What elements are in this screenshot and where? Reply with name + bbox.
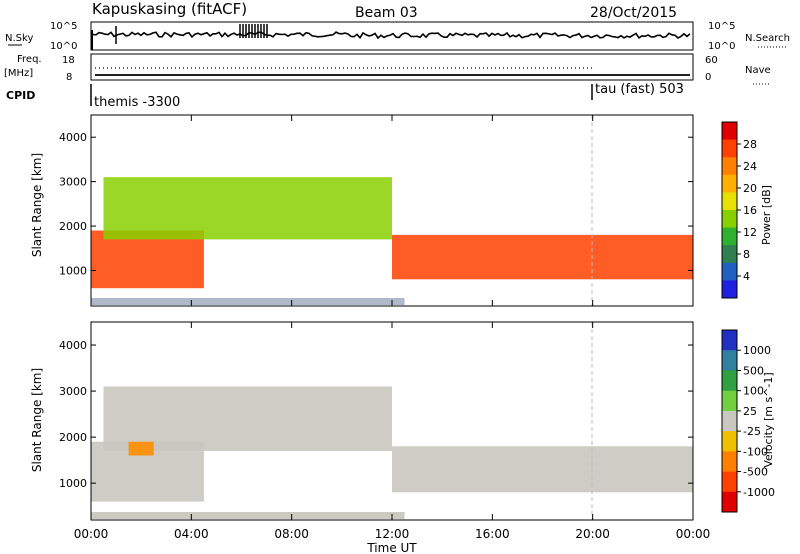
velocity-colorbar-label: Velocity [m s^-1] bbox=[762, 372, 775, 467]
ground-scatter bbox=[91, 512, 405, 519]
x-tick-label: 12:00 bbox=[375, 527, 410, 541]
freq-tick-top: 18 bbox=[62, 55, 75, 66]
colorbar-swatch bbox=[722, 262, 737, 281]
colorbar-swatch bbox=[722, 157, 737, 176]
log-right-bottom: 10^0 bbox=[708, 41, 735, 52]
beam-title: Beam 03 bbox=[355, 5, 418, 21]
colorbar-swatch bbox=[722, 330, 737, 351]
power-ylabel: Slant Range [km] bbox=[30, 153, 44, 257]
nsky-strip: N.Sky 10^5 10^0 10^5 10^0 N.Search bbox=[5, 21, 790, 52]
colorbar-tick-label: 500 bbox=[743, 364, 764, 377]
colorbar-tick-label: 8 bbox=[743, 248, 750, 261]
colorbar-tick-label: 24 bbox=[743, 160, 757, 173]
freq-label: Freq. bbox=[17, 54, 42, 65]
y-tick-label: 4000 bbox=[59, 131, 87, 144]
x-tick-label: 20:00 bbox=[575, 527, 610, 541]
freq-unit-label: [MHz] bbox=[4, 68, 33, 79]
y-tick-label: 1000 bbox=[59, 477, 87, 490]
echo-region-3 bbox=[392, 446, 693, 493]
log-left-bottom: 10^0 bbox=[50, 41, 77, 52]
colorbar-tick-label: 1000 bbox=[743, 344, 771, 357]
station-title: Kapuskasing (fitACF) bbox=[92, 0, 247, 18]
colorbar-tick-label: -100 bbox=[743, 445, 768, 458]
date-title: 28/Oct/2015 bbox=[590, 5, 677, 21]
power-x-ticks bbox=[90, 115, 694, 306]
colorbar-swatch bbox=[722, 280, 737, 299]
velocity-colorbar: Velocity [m s^-1] 1000 500 100 25 -25 -100 -50… bbox=[721, 329, 775, 513]
x-tick-label: 16:00 bbox=[475, 527, 510, 541]
colorbar-swatch bbox=[722, 350, 737, 371]
colorbar-swatch bbox=[722, 192, 737, 211]
colorbar-swatch bbox=[722, 491, 737, 513]
ground-scatter bbox=[91, 298, 405, 305]
power-colorbar: Power [dB] 28 24 20 16 12 8 4 bbox=[721, 121, 773, 299]
colorbar-swatch bbox=[722, 245, 737, 264]
cpid-strip: CPID themis -3300 tau (fast) 503 bbox=[6, 82, 684, 110]
colorbar-tick-label: 25 bbox=[743, 405, 757, 418]
power-panel: Slant Range [km] 1000 2000 3000 4000 bbox=[30, 114, 694, 307]
y-tick-label: 1000 bbox=[59, 264, 87, 277]
colorbar-swatch bbox=[722, 390, 737, 412]
y-tick-label: 2000 bbox=[59, 431, 87, 444]
echo-region-2 bbox=[103, 177, 392, 240]
colorbar-tick-label: 4 bbox=[743, 270, 750, 283]
y-tick-label: 4000 bbox=[59, 339, 87, 352]
colorbar-swatch bbox=[722, 122, 737, 141]
colorbar-swatch bbox=[722, 410, 737, 432]
y-tick-label: 3000 bbox=[59, 176, 87, 189]
nsky-label: N.Sky bbox=[5, 33, 33, 44]
colorbar-tick-label: -1000 bbox=[743, 486, 775, 499]
velocity-x-axis: 00:00 04:00 08:00 12:00 16:00 20:00 00:00 bbox=[74, 322, 711, 541]
velocity-y-axis: 1000 2000 3000 4000 bbox=[59, 339, 693, 490]
nave-label: Nave bbox=[745, 65, 771, 76]
colorbar-swatch bbox=[722, 174, 737, 193]
echo-region-1 bbox=[91, 230, 204, 289]
log-right-top: 10^5 bbox=[708, 21, 735, 32]
colorbar-tick-label: 12 bbox=[743, 226, 757, 239]
freq-strip: Freq. [MHz] 18 8 60 0 Nave bbox=[4, 53, 771, 85]
colorbar-swatch bbox=[722, 431, 737, 452]
power-y-axis: 1000 2000 3000 4000 bbox=[59, 131, 693, 277]
y-tick-label: 3000 bbox=[59, 385, 87, 398]
power-colorbar-label: Power [dB] bbox=[760, 185, 773, 245]
power-echo-layer bbox=[91, 177, 693, 305]
colorbar-swatch bbox=[722, 227, 737, 246]
colorbar-swatch bbox=[722, 451, 737, 472]
echo-region-3 bbox=[392, 234, 693, 280]
nsearch-label: N.Search bbox=[745, 33, 790, 44]
log-left-top: 10^5 bbox=[50, 21, 77, 32]
colorbar-tick-label: 20 bbox=[743, 182, 757, 195]
colorbar-swatch bbox=[722, 139, 737, 158]
colorbar-swatch bbox=[722, 370, 737, 392]
velocity-xlabel: Time UT bbox=[366, 541, 417, 554]
colorbar-swatch bbox=[722, 471, 737, 493]
echo-region-4 bbox=[128, 441, 154, 456]
echo-region-2 bbox=[103, 386, 392, 451]
colorbar-tick-label: -25 bbox=[743, 425, 761, 438]
colorbar-tick-label: -500 bbox=[743, 466, 768, 479]
velocity-echo-layer bbox=[91, 386, 693, 519]
x-tick-label: 04:00 bbox=[174, 527, 209, 541]
x-tick-label: 00:00 bbox=[676, 527, 711, 541]
cpid-entry-tau: tau (fast) 503 bbox=[595, 82, 684, 97]
nave-tick-top: 60 bbox=[705, 55, 718, 66]
nave-tick-bottom: 0 bbox=[705, 72, 711, 83]
cpid-label: CPID bbox=[6, 89, 35, 102]
velocity-ylabel: Slant Range [km] bbox=[30, 368, 44, 472]
nsky-trace bbox=[92, 31, 691, 40]
freq-tick-bottom: 8 bbox=[66, 72, 72, 83]
colorbar-frame bbox=[721, 329, 738, 513]
y-tick-label: 2000 bbox=[59, 220, 87, 233]
x-tick-label: 00:00 bbox=[74, 527, 109, 541]
x-tick-label: 08:00 bbox=[274, 527, 309, 541]
colorbar-tick-label: 100 bbox=[743, 385, 764, 398]
colorbar-tick-label: 28 bbox=[743, 138, 757, 151]
colorbar-swatch bbox=[722, 210, 737, 229]
cpid-entry-themis: themis -3300 bbox=[94, 95, 180, 110]
colorbar-tick-label: 16 bbox=[743, 204, 757, 217]
